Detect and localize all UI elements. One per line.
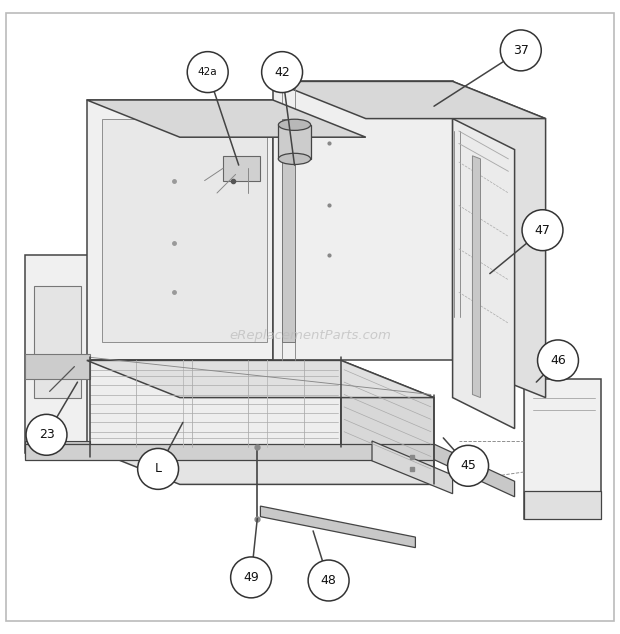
Text: 23: 23 bbox=[38, 429, 55, 441]
Polygon shape bbox=[472, 156, 480, 398]
Polygon shape bbox=[282, 119, 294, 342]
Circle shape bbox=[138, 448, 179, 489]
Polygon shape bbox=[372, 441, 453, 494]
Polygon shape bbox=[341, 360, 434, 484]
Circle shape bbox=[262, 51, 303, 93]
Polygon shape bbox=[434, 444, 515, 497]
Text: 37: 37 bbox=[513, 44, 529, 57]
Circle shape bbox=[187, 51, 228, 93]
Polygon shape bbox=[260, 506, 415, 548]
Circle shape bbox=[231, 557, 272, 598]
Text: 42a: 42a bbox=[198, 67, 218, 77]
Text: 42: 42 bbox=[274, 65, 290, 79]
Polygon shape bbox=[453, 119, 515, 429]
Circle shape bbox=[522, 210, 563, 250]
Text: 45: 45 bbox=[460, 459, 476, 472]
Polygon shape bbox=[453, 81, 546, 398]
Polygon shape bbox=[524, 491, 601, 519]
Ellipse shape bbox=[278, 153, 311, 164]
Text: 47: 47 bbox=[534, 224, 551, 236]
Polygon shape bbox=[25, 441, 90, 456]
Polygon shape bbox=[273, 81, 546, 119]
Text: L: L bbox=[154, 462, 162, 476]
Circle shape bbox=[26, 415, 67, 455]
Polygon shape bbox=[87, 360, 434, 398]
Text: eReplacementParts.com: eReplacementParts.com bbox=[229, 329, 391, 342]
Circle shape bbox=[448, 445, 489, 486]
Circle shape bbox=[500, 30, 541, 71]
Polygon shape bbox=[87, 447, 434, 484]
Polygon shape bbox=[34, 286, 81, 398]
Polygon shape bbox=[87, 100, 273, 360]
Polygon shape bbox=[25, 354, 90, 379]
Polygon shape bbox=[25, 444, 434, 460]
Polygon shape bbox=[25, 255, 90, 453]
Polygon shape bbox=[87, 100, 366, 137]
Text: 46: 46 bbox=[550, 354, 566, 367]
Text: 49: 49 bbox=[243, 571, 259, 584]
Polygon shape bbox=[87, 360, 341, 447]
Circle shape bbox=[538, 340, 578, 381]
Polygon shape bbox=[273, 81, 453, 360]
Text: 48: 48 bbox=[321, 574, 337, 587]
Ellipse shape bbox=[278, 119, 311, 131]
Polygon shape bbox=[102, 119, 267, 342]
Circle shape bbox=[308, 560, 349, 601]
Polygon shape bbox=[223, 156, 260, 181]
Polygon shape bbox=[524, 379, 601, 519]
Polygon shape bbox=[278, 125, 311, 159]
